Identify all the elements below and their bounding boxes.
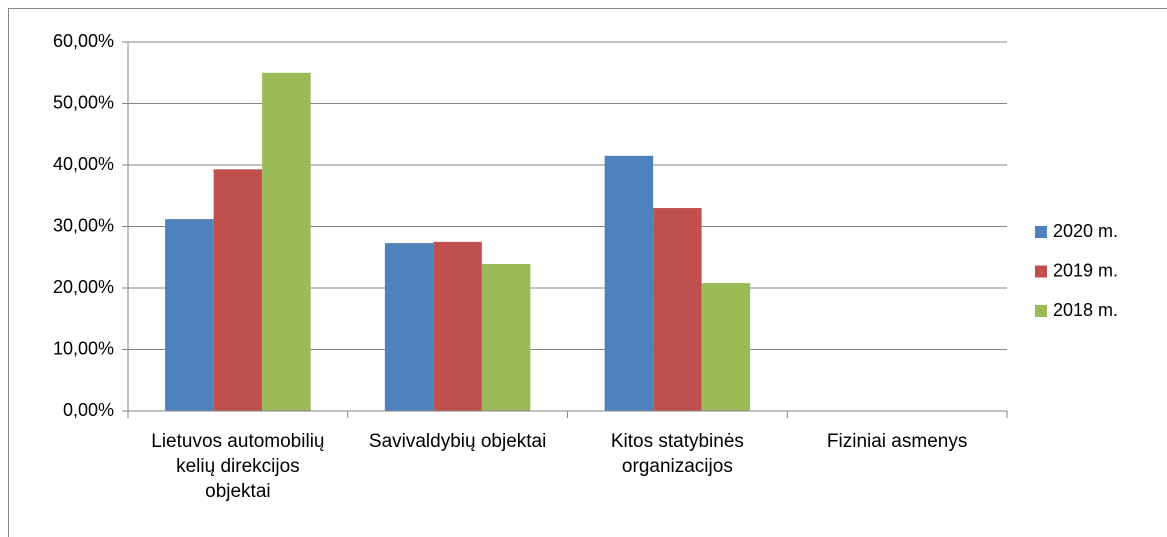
x-tick-label: Kitos statybinės organizacijos <box>610 431 744 477</box>
bar <box>213 169 263 411</box>
bar <box>384 243 434 411</box>
y-tick-label: 10,00% <box>53 338 114 358</box>
bar <box>653 208 702 411</box>
bar <box>604 155 654 411</box>
x-tick-label: Lietuvos automobilių kelių direkcijos ob… <box>151 431 325 502</box>
bar <box>481 264 531 411</box>
legend-label: 2020 m. <box>1053 221 1118 241</box>
x-tick-label: Savivaldybių objektai <box>368 431 547 452</box>
bar <box>165 219 214 411</box>
legend-label: 2018 m. <box>1053 300 1118 320</box>
y-tick-label: 30,00% <box>53 215 114 235</box>
legend-swatch <box>1035 265 1047 278</box>
bar <box>701 283 751 411</box>
chart-border <box>8 8 1167 537</box>
legend-label: 2019 m. <box>1053 260 1118 280</box>
x-tick-label: Fiziniai asmenys <box>826 431 968 452</box>
bar <box>433 241 482 411</box>
y-tick-label: 0,00% <box>63 400 114 420</box>
y-tick-label: 50,00% <box>53 92 114 112</box>
legend-swatch <box>1035 226 1047 238</box>
y-tick-label: 40,00% <box>53 154 114 174</box>
y-tick-label: 60,00% <box>53 31 114 51</box>
y-tick-label: 20,00% <box>53 277 114 297</box>
bar <box>262 72 311 411</box>
legend-swatch <box>1035 305 1047 317</box>
